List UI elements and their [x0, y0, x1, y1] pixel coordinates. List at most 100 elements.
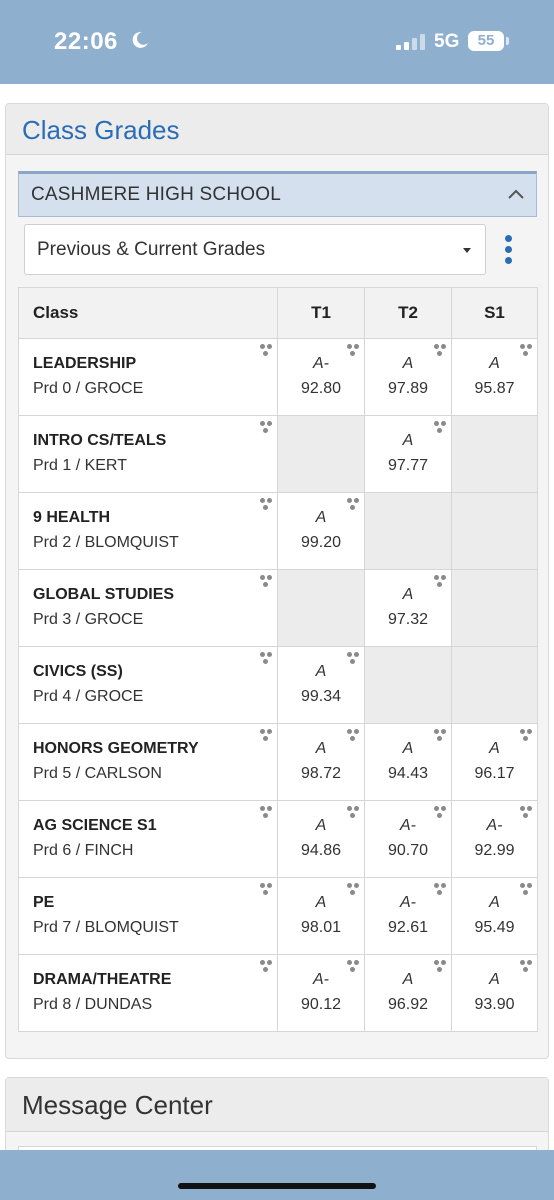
grade-cell-t2[interactable]: A 97.89 [364, 338, 452, 416]
grid-dots-icon[interactable] [347, 498, 359, 510]
grade-cell-t2[interactable]: A 96.92 [364, 954, 452, 1032]
grade-cell-s1[interactable]: A 93.90 [451, 954, 538, 1032]
letter-grade[interactable]: A [489, 894, 500, 911]
class-name[interactable]: GLOBAL STUDIES [33, 586, 175, 603]
letter-grade[interactable]: A [315, 509, 327, 526]
percent-score[interactable]: 95.87 [474, 380, 515, 397]
percent-score[interactable]: 90.70 [387, 842, 429, 859]
chevron-up-icon[interactable] [507, 188, 525, 200]
grade-cell-t1[interactable]: A 99.20 [277, 492, 365, 570]
percent-score[interactable]: 99.34 [300, 688, 342, 705]
letter-grade[interactable]: A [402, 740, 414, 757]
grade-cell-t1[interactable]: A 98.72 [277, 723, 365, 801]
letter-grade[interactable]: A [315, 817, 327, 834]
grade-cell-t2[interactable]: A 97.32 [364, 569, 452, 647]
class-cell[interactable]: PE Prd 7 / BLOMQUIST [18, 877, 278, 955]
grid-dots-icon[interactable] [520, 729, 532, 741]
grid-dots-icon[interactable] [260, 960, 272, 972]
class-name[interactable]: HONORS GEOMETRY [33, 740, 199, 757]
class-cell[interactable]: DRAMA/THEATRE Prd 8 / DUNDAS [18, 954, 278, 1032]
letter-grade[interactable]: A [402, 586, 414, 603]
home-indicator[interactable] [178, 1183, 376, 1189]
grid-dots-icon[interactable] [347, 960, 359, 972]
percent-score[interactable]: 98.72 [300, 765, 342, 782]
class-cell[interactable]: HONORS GEOMETRY Prd 5 / CARLSON [18, 723, 278, 801]
letter-grade[interactable]: A [315, 740, 327, 757]
class-name[interactable]: CIVICS (SS) [33, 663, 123, 680]
grid-dots-icon[interactable] [260, 498, 272, 510]
class-name[interactable]: LEADERSHIP [33, 355, 137, 372]
percent-score[interactable]: 95.49 [474, 919, 515, 936]
letter-grade[interactable]: A [402, 355, 414, 372]
grid-dots-icon[interactable] [520, 960, 532, 972]
letter-grade[interactable]: A [402, 971, 414, 988]
grid-dots-icon[interactable] [260, 806, 272, 818]
percent-score[interactable]: 92.61 [387, 919, 429, 936]
percent-score[interactable]: 99.20 [300, 534, 342, 551]
grade-cell-t2[interactable]: A 97.77 [364, 415, 452, 493]
grid-dots-icon[interactable] [347, 652, 359, 664]
grid-dots-icon[interactable] [434, 421, 446, 433]
class-cell[interactable]: AG SCIENCE S1 Prd 6 / FINCH [18, 800, 278, 878]
grid-dots-icon[interactable] [434, 575, 446, 587]
grid-dots-icon[interactable] [520, 806, 532, 818]
grid-dots-icon[interactable] [260, 883, 272, 895]
grade-cell-t2[interactable]: A- 92.61 [364, 877, 452, 955]
grid-dots-icon[interactable] [520, 883, 532, 895]
class-name[interactable]: AG SCIENCE S1 [33, 817, 157, 834]
school-accordion-header[interactable]: CASHMERE HIGH SCHOOL [18, 171, 537, 217]
grade-cell-t1[interactable]: A 99.34 [277, 646, 365, 724]
class-name[interactable]: DRAMA/THEATRE [33, 971, 172, 988]
grid-dots-icon[interactable] [520, 344, 532, 356]
percent-score[interactable]: 90.12 [300, 996, 342, 1013]
percent-score[interactable]: 93.90 [474, 996, 515, 1013]
letter-grade[interactable]: A [315, 663, 327, 680]
grid-dots-icon[interactable] [260, 575, 272, 587]
percent-score[interactable]: 98.01 [300, 919, 342, 936]
grid-dots-icon[interactable] [260, 652, 272, 664]
grid-dots-icon[interactable] [260, 421, 272, 433]
term-select[interactable]: Previous & Current Grades [24, 224, 486, 275]
grid-dots-icon[interactable] [434, 883, 446, 895]
class-name[interactable]: INTRO CS/TEALS [33, 432, 167, 449]
grid-dots-icon[interactable] [434, 960, 446, 972]
percent-score[interactable]: 97.77 [387, 457, 429, 474]
letter-grade[interactable]: A- [486, 817, 503, 834]
percent-score[interactable]: 97.89 [387, 380, 429, 397]
grade-cell-s1[interactable]: A- 92.99 [451, 800, 538, 878]
grid-dots-icon[interactable] [260, 729, 272, 741]
letter-grade[interactable]: A- [313, 971, 329, 988]
percent-score[interactable]: 96.17 [474, 765, 515, 782]
percent-score[interactable]: 94.43 [387, 765, 429, 782]
percent-score[interactable]: 94.86 [300, 842, 342, 859]
grade-cell-s1[interactable]: A 96.17 [451, 723, 538, 801]
letter-grade[interactable]: A [402, 432, 414, 449]
percent-score[interactable]: 92.80 [300, 380, 342, 397]
grade-cell-t2[interactable]: A- 90.70 [364, 800, 452, 878]
letter-grade[interactable]: A- [313, 355, 329, 372]
class-cell[interactable]: INTRO CS/TEALS Prd 1 / KERT [18, 415, 278, 493]
grade-cell-s1[interactable]: A 95.87 [451, 338, 538, 416]
letter-grade[interactable]: A- [400, 894, 416, 911]
grade-cell-t1[interactable]: A- 90.12 [277, 954, 365, 1032]
percent-score[interactable]: 96.92 [387, 996, 429, 1013]
class-cell[interactable]: GLOBAL STUDIES Prd 3 / GROCE [18, 569, 278, 647]
grid-dots-icon[interactable] [434, 806, 446, 818]
letter-grade[interactable]: A- [400, 817, 416, 834]
class-cell[interactable]: LEADERSHIP Prd 0 / GROCE [18, 338, 278, 416]
grade-cell-t2[interactable]: A 94.43 [364, 723, 452, 801]
grid-dots-icon[interactable] [434, 344, 446, 356]
grid-dots-icon[interactable] [434, 729, 446, 741]
letter-grade[interactable]: A [489, 971, 500, 988]
grade-cell-t1[interactable]: A- 92.80 [277, 338, 365, 416]
letter-grade[interactable]: A [489, 740, 500, 757]
grid-dots-icon[interactable] [347, 806, 359, 818]
grade-cell-t1[interactable]: A 98.01 [277, 877, 365, 955]
percent-score[interactable]: 92.99 [474, 842, 515, 859]
grid-dots-icon[interactable] [260, 344, 272, 356]
class-name[interactable]: PE [33, 894, 55, 911]
percent-score[interactable]: 97.32 [387, 611, 429, 628]
more-options-icon[interactable] [499, 235, 519, 265]
letter-grade[interactable]: A [315, 894, 327, 911]
grid-dots-icon[interactable] [347, 344, 359, 356]
